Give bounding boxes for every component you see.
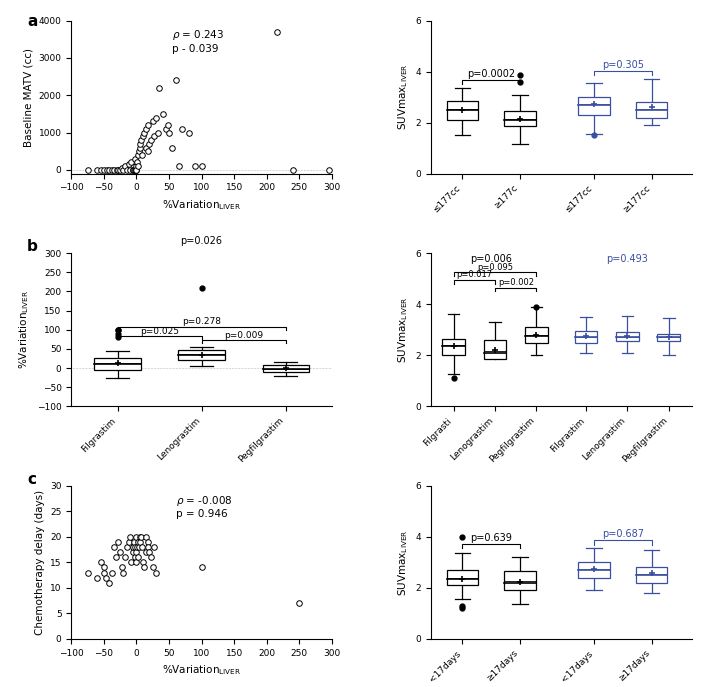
- Text: c: c: [27, 472, 36, 487]
- Text: p=0.002: p=0.002: [498, 278, 534, 287]
- FancyBboxPatch shape: [657, 334, 680, 341]
- Y-axis label: Baseline MATV (cc): Baseline MATV (cc): [23, 47, 33, 146]
- Text: p=0.493: p=0.493: [607, 254, 648, 264]
- Y-axis label: SUVmax$_{\mathregular{LIVER}}$: SUVmax$_{\mathregular{LIVER}}$: [396, 297, 410, 363]
- FancyBboxPatch shape: [504, 572, 535, 590]
- X-axis label: %Variation$_{\mathregular{LIVER}}$: %Variation$_{\mathregular{LIVER}}$: [162, 198, 241, 212]
- Text: p=0.026: p=0.026: [180, 236, 222, 246]
- Y-axis label: Chemotherapy delay (days): Chemotherapy delay (days): [34, 490, 44, 635]
- FancyBboxPatch shape: [636, 102, 667, 117]
- FancyBboxPatch shape: [178, 350, 225, 361]
- FancyBboxPatch shape: [525, 327, 548, 343]
- Text: p=0.0002: p=0.0002: [467, 69, 515, 79]
- FancyBboxPatch shape: [442, 339, 465, 355]
- Y-axis label: SUVmax$_{\mathregular{LIVER}}$: SUVmax$_{\mathregular{LIVER}}$: [396, 64, 410, 131]
- FancyBboxPatch shape: [94, 359, 140, 370]
- FancyBboxPatch shape: [447, 101, 478, 120]
- FancyBboxPatch shape: [504, 111, 535, 126]
- Text: p=0.025: p=0.025: [140, 327, 179, 336]
- Text: p=0.305: p=0.305: [602, 60, 644, 70]
- Y-axis label: SUVmax$_{\mathregular{LIVER}}$: SUVmax$_{\mathregular{LIVER}}$: [396, 529, 410, 596]
- X-axis label: %Variation$_{\mathregular{LIVER}}$: %Variation$_{\mathregular{LIVER}}$: [162, 663, 241, 677]
- Y-axis label: %Variation$_{\mathregular{LIVER}}$: %Variation$_{\mathregular{LIVER}}$: [18, 290, 31, 370]
- Text: $\rho$ = -0.008
p = 0.946: $\rho$ = -0.008 p = 0.946: [175, 493, 232, 519]
- FancyBboxPatch shape: [447, 570, 478, 585]
- Text: p=0.687: p=0.687: [602, 529, 644, 539]
- FancyBboxPatch shape: [483, 340, 506, 359]
- Text: $\rho$ = 0.243
p - 0.039: $\rho$ = 0.243 p - 0.039: [173, 28, 225, 54]
- FancyBboxPatch shape: [575, 331, 597, 343]
- Text: p=0.639: p=0.639: [470, 533, 512, 543]
- Text: b: b: [27, 240, 38, 254]
- FancyBboxPatch shape: [616, 333, 639, 341]
- Text: p=0.009: p=0.009: [224, 330, 263, 339]
- FancyBboxPatch shape: [578, 563, 610, 578]
- FancyBboxPatch shape: [262, 365, 309, 372]
- Text: p=0.095: p=0.095: [477, 263, 513, 272]
- Text: a: a: [27, 14, 37, 30]
- Text: p=0.017: p=0.017: [456, 271, 493, 280]
- FancyBboxPatch shape: [636, 567, 667, 583]
- Text: p=0.278: p=0.278: [182, 317, 221, 326]
- Text: p=0.006: p=0.006: [470, 254, 512, 264]
- FancyBboxPatch shape: [578, 97, 610, 115]
